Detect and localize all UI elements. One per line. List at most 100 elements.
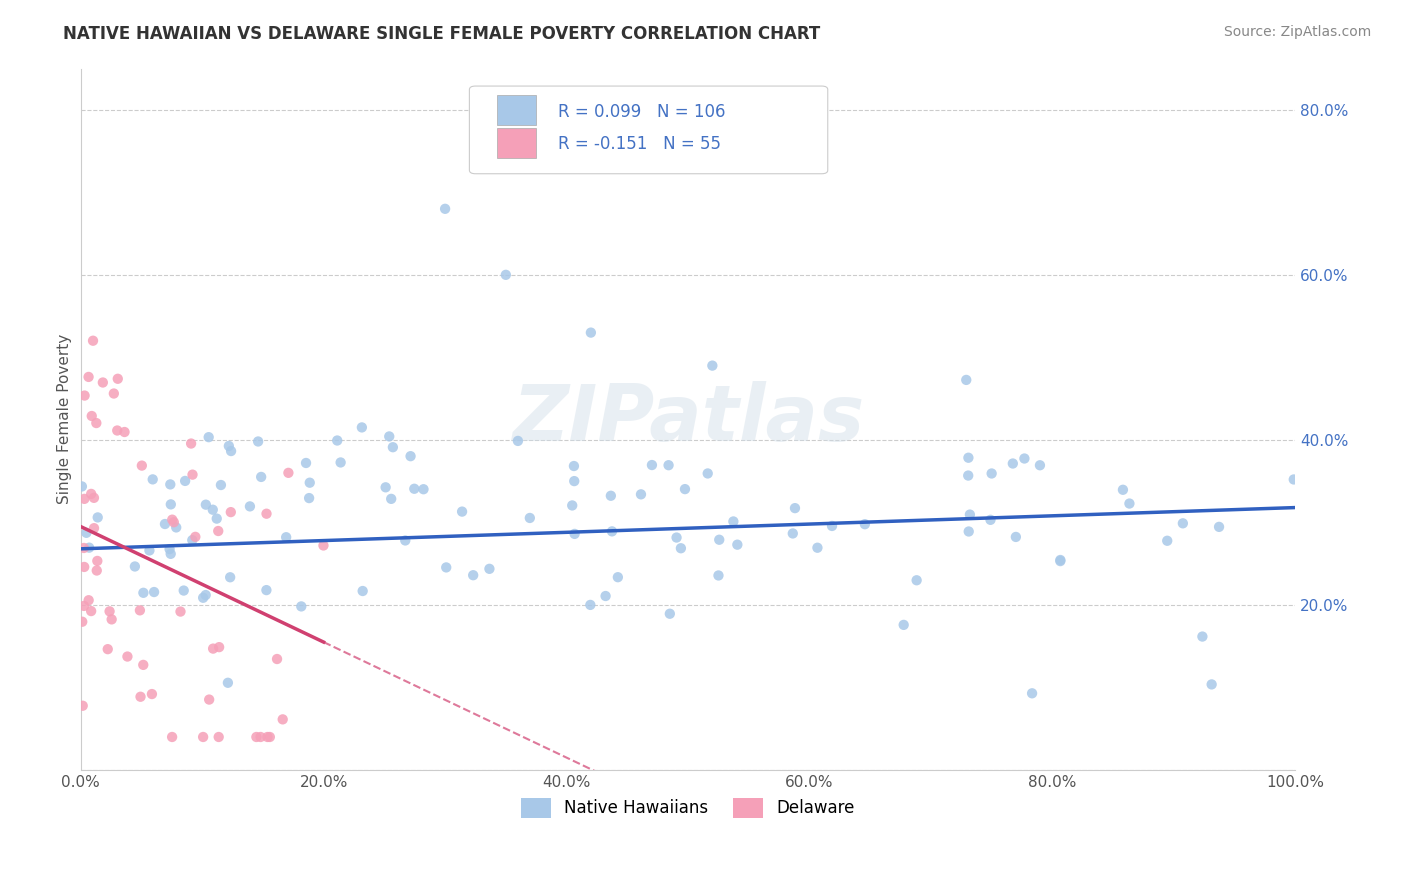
Point — [853, 517, 876, 532]
Point — [117, 649, 139, 664]
Point — [561, 499, 583, 513]
Point — [696, 467, 718, 481]
Point — [979, 513, 1001, 527]
Point — [893, 618, 915, 632]
Point — [957, 450, 980, 465]
Point — [599, 489, 621, 503]
Point — [73, 491, 96, 506]
Point — [77, 541, 100, 555]
Point — [1029, 458, 1052, 473]
Point — [153, 516, 176, 531]
Point — [380, 491, 402, 506]
Point — [124, 559, 146, 574]
Point — [143, 585, 166, 599]
Point — [160, 730, 183, 744]
Point — [73, 388, 96, 402]
Point — [86, 554, 108, 568]
Point — [673, 482, 696, 496]
Point — [181, 467, 204, 482]
Point — [723, 515, 745, 529]
FancyBboxPatch shape — [470, 86, 828, 174]
Point — [163, 515, 186, 529]
Point — [207, 524, 229, 538]
Point — [519, 511, 541, 525]
Point — [980, 467, 1002, 481]
Point — [202, 641, 225, 656]
Point — [254, 583, 277, 598]
Point — [191, 730, 214, 744]
Point — [181, 533, 204, 548]
Point — [131, 458, 153, 473]
Point — [219, 570, 242, 584]
Point — [564, 527, 586, 541]
Point — [1282, 473, 1305, 487]
Point — [197, 430, 219, 444]
Point — [374, 480, 396, 494]
Point — [70, 615, 93, 629]
Point — [434, 202, 457, 216]
Point — [105, 424, 128, 438]
Point — [250, 470, 273, 484]
Point — [806, 541, 828, 555]
Point — [194, 498, 217, 512]
Point — [77, 593, 100, 607]
Point — [595, 589, 617, 603]
Point — [478, 562, 501, 576]
Point — [80, 604, 103, 618]
Point — [630, 487, 652, 501]
Point — [1112, 483, 1135, 497]
Point — [194, 588, 217, 602]
Point — [91, 376, 114, 390]
Point — [959, 508, 981, 522]
Point — [905, 574, 928, 588]
Point — [75, 525, 97, 540]
Point — [72, 698, 94, 713]
Point — [129, 690, 152, 704]
Point — [98, 604, 121, 618]
Point — [100, 612, 122, 626]
Point — [783, 501, 806, 516]
Point — [174, 474, 197, 488]
Point — [239, 500, 262, 514]
Point — [1021, 686, 1043, 700]
Point — [165, 520, 187, 534]
Point — [1014, 451, 1036, 466]
Point — [245, 730, 267, 744]
Point — [271, 712, 294, 726]
Point — [451, 505, 474, 519]
Point — [83, 491, 105, 505]
Point — [290, 599, 312, 614]
Point — [434, 560, 457, 574]
Point — [725, 538, 748, 552]
Point — [141, 687, 163, 701]
Point — [219, 444, 242, 458]
Point — [579, 326, 602, 340]
FancyBboxPatch shape — [498, 95, 536, 125]
Point — [562, 474, 585, 488]
Point — [73, 541, 96, 555]
Point — [86, 510, 108, 524]
Point — [198, 692, 221, 706]
Point — [169, 605, 191, 619]
Point — [218, 439, 240, 453]
Point — [1171, 516, 1194, 531]
Y-axis label: Single Female Poverty: Single Female Poverty — [58, 334, 72, 504]
Point — [82, 334, 104, 348]
Point — [97, 642, 120, 657]
Point — [1118, 497, 1140, 511]
Point — [73, 599, 96, 613]
Point — [160, 513, 183, 527]
Point — [173, 583, 195, 598]
Point — [381, 440, 404, 454]
Point — [658, 458, 681, 473]
Point — [114, 425, 136, 439]
Point — [350, 420, 373, 434]
FancyBboxPatch shape — [498, 128, 536, 158]
Point — [329, 455, 352, 469]
Point — [1191, 630, 1213, 644]
Point — [107, 372, 129, 386]
Point — [312, 539, 335, 553]
Point — [256, 730, 278, 744]
Point — [641, 458, 664, 472]
Point — [463, 568, 485, 582]
